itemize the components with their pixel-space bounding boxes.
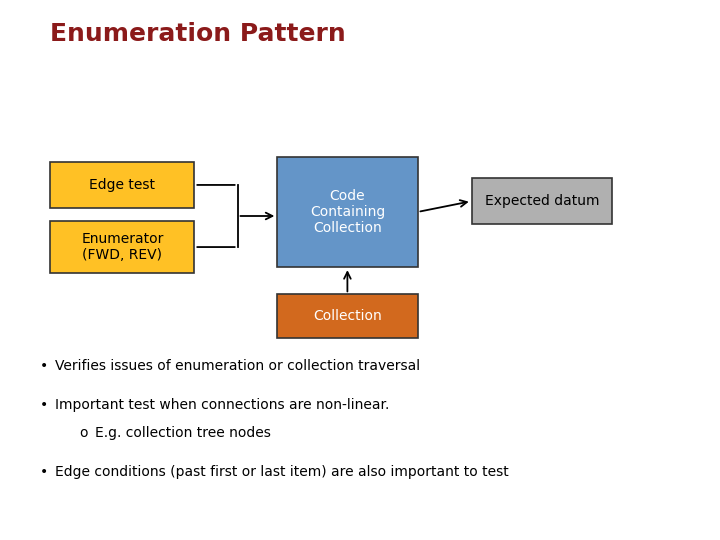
Text: Expected datum: Expected datum [485,194,599,208]
Text: •: • [40,359,48,373]
Text: •: • [40,465,48,479]
FancyBboxPatch shape [277,157,418,267]
Text: Important test when connections are non-linear.: Important test when connections are non-… [55,398,390,412]
Text: •: • [40,398,48,412]
Text: Edge conditions (past first or last item) are also important to test: Edge conditions (past first or last item… [55,465,509,479]
FancyBboxPatch shape [50,162,194,208]
Text: Edge test: Edge test [89,178,156,192]
FancyBboxPatch shape [277,294,418,338]
Text: E.g. collection tree nodes: E.g. collection tree nodes [95,426,271,440]
Text: Code
Containing
Collection: Code Containing Collection [310,189,385,235]
Text: Enumeration Pattern: Enumeration Pattern [50,22,346,45]
Text: Enumerator
(FWD, REV): Enumerator (FWD, REV) [81,232,163,262]
FancyBboxPatch shape [472,178,612,224]
Text: o: o [79,426,88,440]
Text: Verifies issues of enumeration or collection traversal: Verifies issues of enumeration or collec… [55,359,420,373]
FancyBboxPatch shape [50,221,194,273]
Text: Collection: Collection [313,309,382,323]
